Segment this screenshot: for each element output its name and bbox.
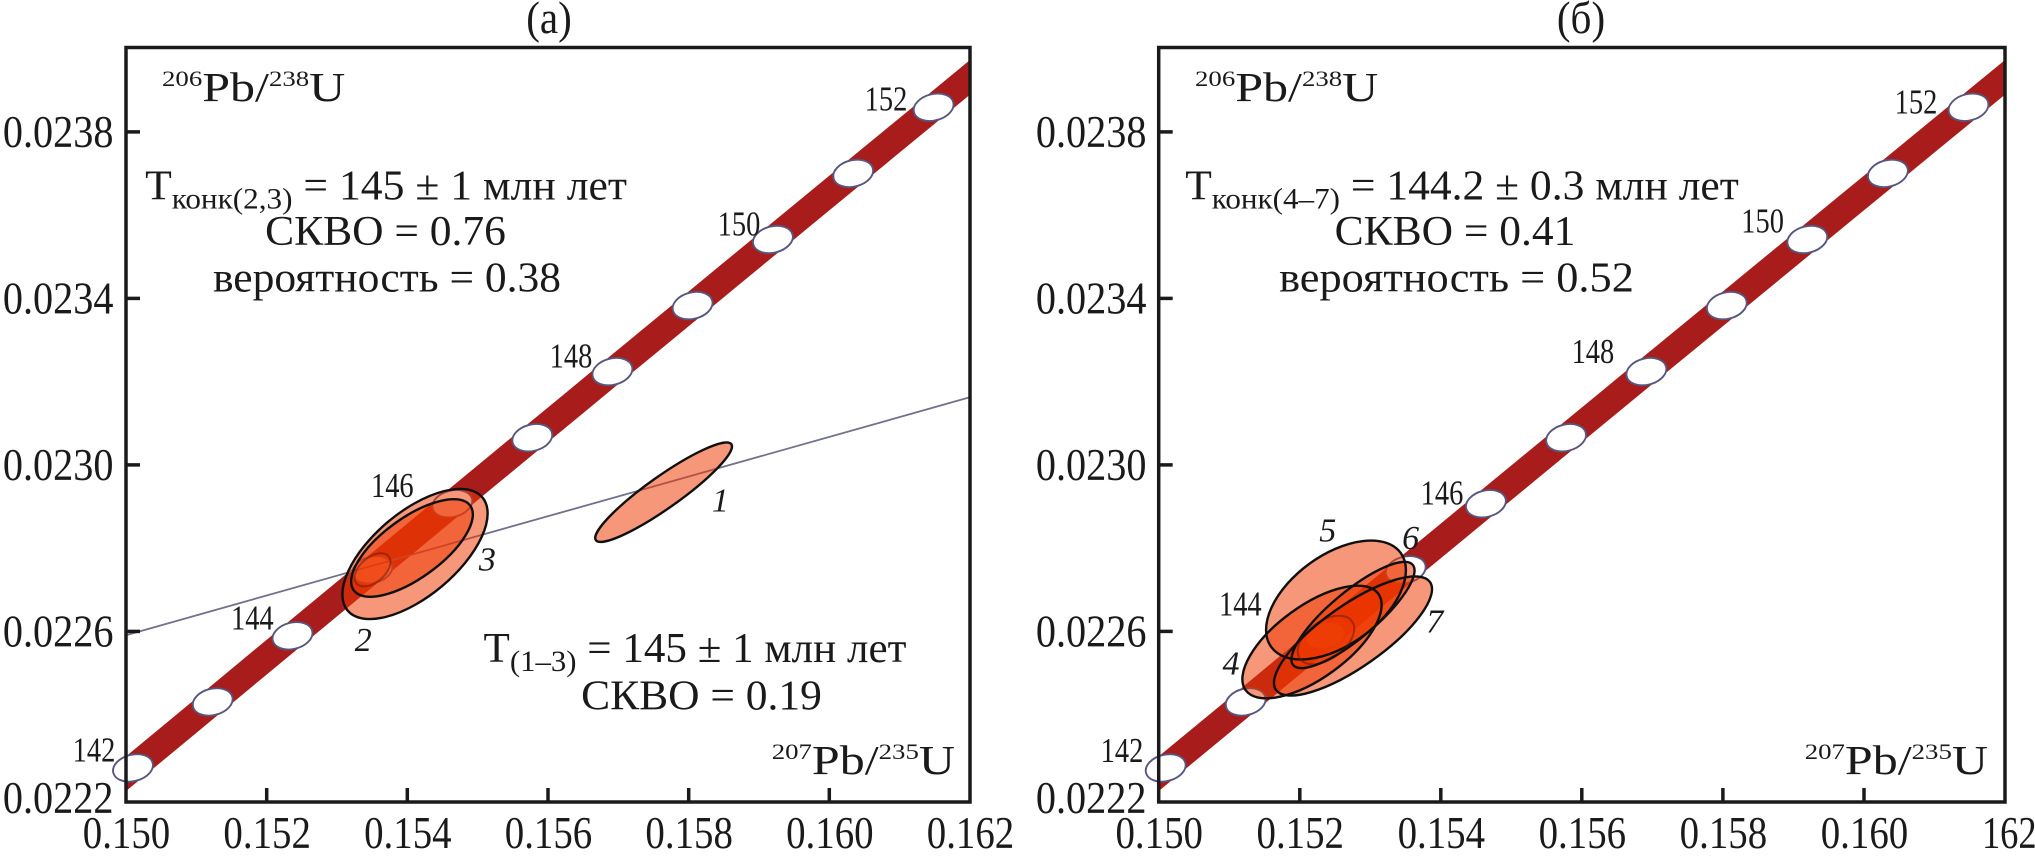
svg-text:6: 6	[1402, 520, 1419, 557]
svg-text:0.150: 0.150	[83, 809, 170, 858]
svg-text:142: 142	[73, 731, 116, 769]
svg-text:0.152: 0.152	[223, 809, 310, 858]
svg-text:0.0238: 0.0238	[3, 108, 114, 158]
svg-text:T(1–3) = 145 ± 1 млн лет: T(1–3) = 145 ± 1 млн лет	[484, 625, 907, 677]
svg-text:0.158: 0.158	[645, 809, 732, 858]
svg-text:0.0234: 0.0234	[1036, 274, 1147, 324]
svg-text:142: 142	[1101, 731, 1144, 769]
svg-text:0.156: 0.156	[505, 809, 592, 858]
svg-text:0.150: 0.150	[1115, 809, 1202, 858]
svg-text:146: 146	[371, 466, 414, 504]
svg-text:7: 7	[1426, 604, 1445, 641]
svg-text:150: 150	[718, 205, 761, 243]
svg-text:(а): (а)	[526, 0, 572, 44]
svg-text:162: 162	[1982, 808, 2035, 857]
svg-text:2: 2	[355, 622, 372, 659]
svg-text:0.162: 0.162	[927, 809, 1014, 858]
svg-text:206Pb/238U: 206Pb/238U	[1195, 64, 1378, 110]
svg-text:144: 144	[231, 599, 274, 637]
svg-text:1: 1	[712, 483, 729, 520]
svg-text:206Pb/238U: 206Pb/238U	[162, 64, 345, 110]
svg-text:0.160: 0.160	[1821, 809, 1908, 858]
svg-text:207Pb/235U: 207Pb/235U	[1805, 737, 1988, 783]
svg-text:3: 3	[478, 542, 496, 579]
svg-text:144: 144	[1219, 585, 1262, 623]
svg-text:0.0222: 0.0222	[3, 774, 114, 824]
svg-text:0.160: 0.160	[786, 809, 873, 858]
svg-text:150: 150	[1741, 202, 1784, 240]
svg-text:0.0234: 0.0234	[3, 274, 114, 324]
svg-text:152: 152	[1895, 83, 1938, 121]
svg-text:0.152: 0.152	[1257, 809, 1344, 858]
svg-text:0.0222: 0.0222	[1036, 774, 1147, 824]
svg-text:Tконк(4–7) = 144.2 ± 0.3 млн л: Tконк(4–7) = 144.2 ± 0.3 млн лет	[1185, 163, 1739, 215]
svg-text:5: 5	[1319, 513, 1336, 550]
svg-text:Tконк(2,3) = 145 ± 1 млн лет: Tконк(2,3) = 145 ± 1 млн лет	[145, 163, 627, 215]
svg-text:(б): (б)	[1557, 0, 1605, 44]
svg-text:0.154: 0.154	[364, 809, 451, 858]
svg-text:СКВО = 0.41: СКВО = 0.41	[1335, 209, 1576, 255]
svg-text:СКВО = 0.76: СКВО = 0.76	[265, 209, 506, 255]
svg-text:СКВО = 0.19: СКВО = 0.19	[581, 673, 822, 719]
svg-text:0.0230: 0.0230	[3, 441, 114, 491]
svg-text:0.0226: 0.0226	[1036, 607, 1147, 657]
svg-text:152: 152	[865, 80, 908, 118]
svg-text:148: 148	[550, 337, 593, 375]
svg-text:0.158: 0.158	[1680, 809, 1767, 858]
svg-text:0.0238: 0.0238	[1036, 108, 1147, 158]
svg-text:0.156: 0.156	[1539, 809, 1626, 858]
svg-text:207Pb/235U: 207Pb/235U	[772, 737, 955, 783]
svg-text:0.0226: 0.0226	[3, 607, 114, 657]
svg-text:0.154: 0.154	[1398, 809, 1485, 858]
svg-text:вероятность = 0.52: вероятность = 0.52	[1279, 256, 1634, 302]
svg-text:0.0230: 0.0230	[1036, 441, 1147, 491]
svg-text:4: 4	[1223, 646, 1240, 683]
svg-text:вероятность = 0.38: вероятность = 0.38	[213, 255, 561, 301]
svg-text:148: 148	[1572, 332, 1615, 370]
svg-text:146: 146	[1421, 474, 1464, 512]
